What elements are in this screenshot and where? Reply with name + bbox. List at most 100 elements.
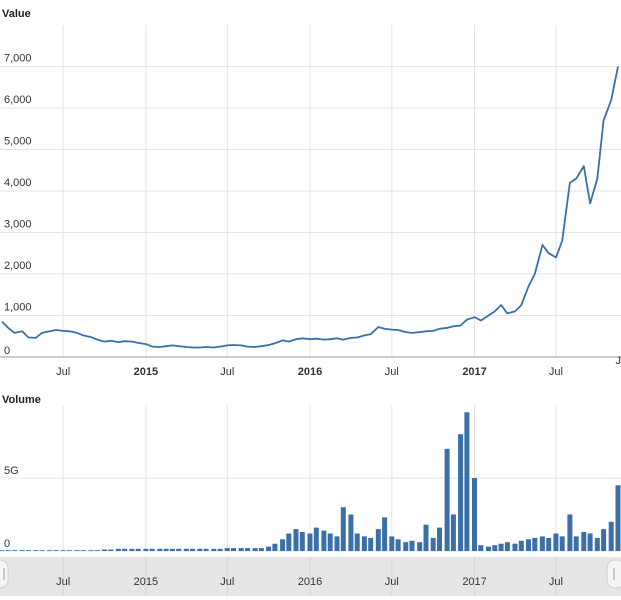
volume-bar: [307, 533, 313, 551]
volume-bar: [224, 548, 230, 551]
navigator-xtick-label: Jul: [549, 576, 563, 588]
volume-bar: [492, 545, 498, 551]
volume-bar: [33, 550, 39, 551]
volume-bar: [417, 542, 423, 551]
volume-bar: [163, 548, 169, 551]
volume-bar: [526, 539, 531, 551]
volume-bar: [266, 546, 272, 551]
volume-bar: [486, 546, 491, 551]
volume-bar: [252, 548, 258, 551]
volume-bar: [464, 412, 470, 551]
volume-bar: [169, 548, 175, 551]
volume-bar: [518, 540, 524, 551]
volume-bar: [450, 514, 456, 551]
volume-bar: [559, 536, 565, 551]
volume-bar: [313, 527, 319, 551]
volume-bar: [211, 548, 217, 551]
price-xtick-label: Jul: [385, 366, 399, 378]
price-ytick-label: 5,000: [4, 136, 32, 148]
price-ytick-label: 3,000: [4, 219, 32, 231]
volume-bar: [361, 536, 367, 551]
volume-bar: [258, 548, 264, 551]
price-ytick-label: 7,000: [4, 53, 32, 65]
navigator-xtick-label: 2016: [298, 576, 322, 588]
volume-bar: [47, 550, 53, 551]
volume-bar: [286, 533, 292, 551]
volume-bar: [504, 542, 510, 551]
volume-bar: [135, 548, 141, 551]
volume-bar: [437, 527, 442, 551]
volume-bar: [395, 539, 401, 551]
volume-bar: [546, 537, 552, 551]
volume-bar: [197, 548, 203, 551]
volume-ytick-label: 5G: [4, 465, 19, 477]
volume-bar: [512, 543, 518, 551]
volume-bar: [238, 548, 244, 551]
volume-bar: [245, 548, 250, 551]
volume-bar: [53, 550, 59, 551]
volume-bar: [340, 507, 346, 551]
volume-bar: [587, 533, 593, 551]
volume-bar: [321, 530, 327, 551]
price-xtick-label: 2017: [462, 366, 486, 378]
volume-bar: [176, 548, 182, 551]
volume-panel-title: Volume: [2, 394, 41, 406]
navigator-xtick-label: Jul: [220, 576, 234, 588]
volume-bar: [478, 545, 484, 551]
navigator-xtick-label: 2015: [134, 576, 158, 588]
navigator-xtick-label: 2017: [462, 576, 486, 588]
price-ytick-label: 4,000: [4, 177, 32, 189]
volume-bar: [5, 550, 11, 551]
volume-bar: [293, 529, 299, 551]
price-xtick-label: 2015: [134, 366, 158, 378]
volume-bar: [74, 550, 80, 551]
volume-bar: [143, 548, 149, 551]
volume-bar: [354, 533, 360, 551]
volume-bar: [66, 550, 72, 551]
volume-bar: [389, 536, 395, 551]
volume-bar: [375, 529, 381, 551]
volume-bar: [615, 485, 621, 551]
volume-bar: [157, 548, 163, 551]
volume-bar: [108, 549, 114, 551]
price-xtick-label: Jul: [220, 366, 234, 378]
volume-bar: [608, 521, 614, 551]
volume-bar: [601, 529, 607, 551]
volume-bar: [272, 543, 278, 551]
volume-bar: [581, 532, 587, 551]
volume-bar: [280, 539, 286, 551]
price-ytick-label: 2,000: [4, 260, 32, 272]
volume-bar: [0, 550, 5, 551]
volume-bar: [39, 550, 45, 551]
volume-bar: [553, 533, 559, 551]
price-xtick-label: Jul: [56, 366, 70, 378]
volume-bar: [539, 536, 545, 551]
volume-bar: [19, 550, 25, 551]
volume-bar: [115, 548, 121, 551]
volume-bar: [231, 548, 236, 551]
volume-bar: [190, 548, 196, 551]
price-xtick-label: 2016: [298, 366, 322, 378]
volume-bar: [532, 537, 538, 551]
volume-bar: [430, 537, 436, 551]
price-ytick-label: 6,000: [4, 94, 32, 106]
volume-bar: [498, 543, 504, 551]
volume-bar: [60, 550, 66, 551]
volume-bar: [203, 548, 209, 551]
price-xtick-label: Jul: [549, 366, 563, 378]
volume-bar: [122, 548, 128, 551]
volume-bar: [299, 532, 305, 551]
volume-bar: [12, 550, 18, 551]
volume-bar: [334, 536, 340, 551]
volume-bar: [26, 550, 31, 551]
volume-bar: [368, 537, 374, 551]
volume-bar: [102, 549, 107, 551]
volume-bar: [348, 514, 354, 551]
volume-bar: [217, 548, 223, 551]
volume-bar: [149, 548, 155, 551]
volume-bar: [129, 548, 135, 551]
volume-bar: [409, 540, 415, 551]
price-panel-title: Value: [2, 8, 31, 20]
volume-bar: [594, 537, 600, 551]
